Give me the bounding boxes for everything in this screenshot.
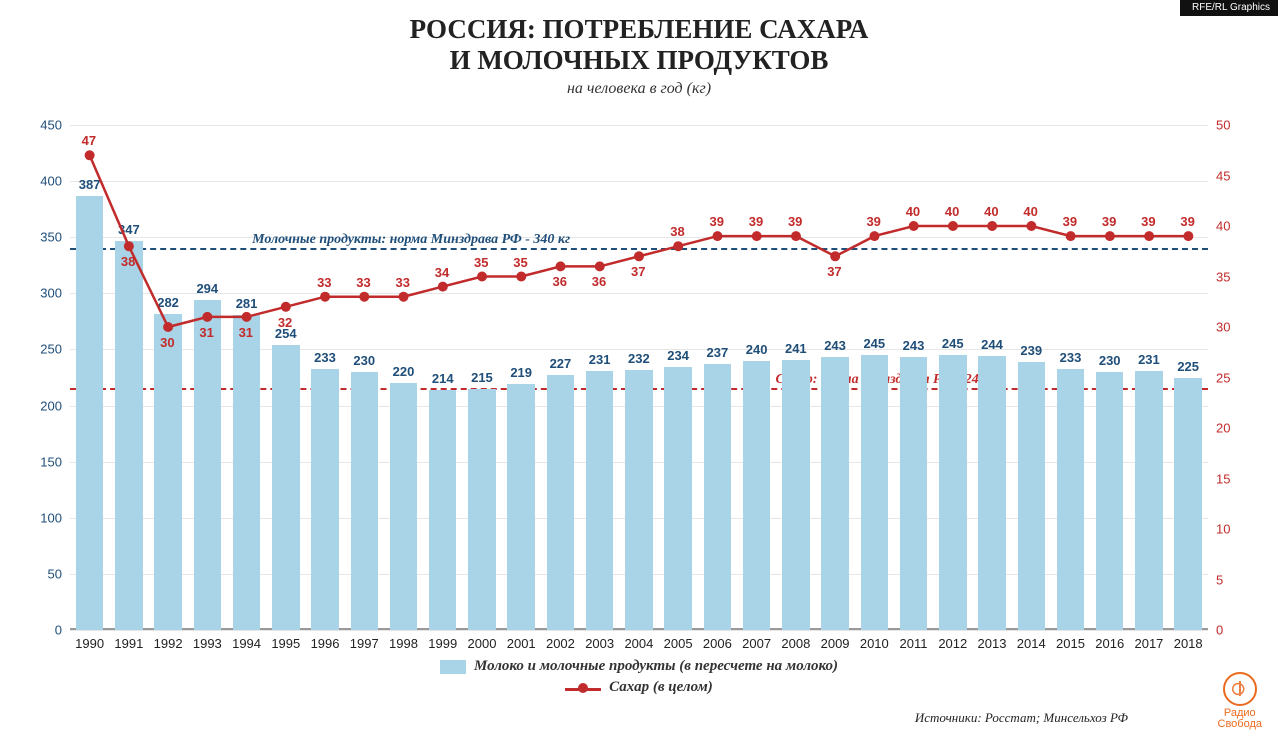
line-value-label: 33 [356, 275, 370, 290]
x-axis-label: 1992 [148, 630, 187, 651]
x-axis-label: 2003 [580, 630, 619, 651]
y-left-tick: 300 [40, 286, 70, 301]
x-axis-label: 2018 [1169, 630, 1208, 651]
line-value-label: 30 [160, 335, 174, 350]
source-badge: RFE/RL Graphics [1180, 0, 1278, 16]
x-axis-label: 1996 [305, 630, 344, 651]
line-value-label: 39 [1063, 214, 1077, 229]
title-line-1: РОССИЯ: ПОТРЕБЛЕНИЕ САХАРА [0, 14, 1278, 45]
y-left-tick: 450 [40, 118, 70, 133]
line-value-label: 38 [670, 224, 684, 239]
y-left-tick: 250 [40, 342, 70, 357]
y-right-tick: 30 [1208, 320, 1230, 335]
x-axis-label: 1997 [345, 630, 384, 651]
brand-line-2: Свобода [1218, 719, 1263, 730]
legend: Молоко и молочные продукты (в пересчете … [0, 658, 1278, 700]
x-axis-label: 2012 [933, 630, 972, 651]
line-value-label: 33 [317, 275, 331, 290]
line-value-label: 34 [435, 265, 449, 280]
x-axis-label: 2009 [815, 630, 854, 651]
x-axis-label: 1994 [227, 630, 266, 651]
x-axis-label: 2016 [1090, 630, 1129, 651]
y-right-tick: 0 [1208, 623, 1223, 638]
y-right-tick: 40 [1208, 219, 1230, 234]
line-value-label: 40 [906, 204, 920, 219]
legend-line-swatch [565, 683, 601, 693]
x-axis-label: 2017 [1129, 630, 1168, 651]
y-right-tick: 20 [1208, 421, 1230, 436]
x-axis-label: 2005 [659, 630, 698, 651]
y-right-tick: 5 [1208, 572, 1223, 587]
line-value-label: 39 [1141, 214, 1155, 229]
y-right-tick: 15 [1208, 471, 1230, 486]
legend-bar-label: Молоко и молочные продукты (в пересчете … [474, 658, 838, 675]
x-axis-label: 2013 [972, 630, 1011, 651]
line-value-label: 35 [513, 255, 527, 270]
title-block: РОССИЯ: ПОТРЕБЛЕНИЕ САХАРА И МОЛОЧНЫХ ПР… [0, 0, 1278, 98]
y-left-tick: 0 [55, 623, 70, 638]
y-left-tick: 150 [40, 454, 70, 469]
line-value-label: 33 [396, 275, 410, 290]
x-axis-label: 2001 [502, 630, 541, 651]
line-value-label: 36 [553, 274, 567, 289]
x-axis-label: 2011 [894, 630, 933, 651]
line-value-label: 38 [121, 254, 135, 269]
x-axis-label: 2015 [1051, 630, 1090, 651]
line-value-label: 39 [788, 214, 802, 229]
line-value-label: 31 [199, 325, 213, 340]
line-value-label: 40 [984, 204, 998, 219]
legend-line: Сахар (в целом) [565, 679, 713, 696]
line-value-label: 40 [945, 204, 959, 219]
line-value-label: 47 [82, 133, 96, 148]
legend-bar: Молоко и молочные продукты (в пересчете … [440, 658, 838, 675]
line-value-label: 37 [631, 264, 645, 279]
x-axis-label: 1998 [384, 630, 423, 651]
x-axis-label: 1993 [188, 630, 227, 651]
title-line-2: И МОЛОЧНЫХ ПРОДУКТОВ [0, 45, 1278, 76]
x-axis-label: 1990 [70, 630, 109, 651]
brand-logo: Радио Свобода [1218, 672, 1263, 730]
line-value-label: 36 [592, 274, 606, 289]
y-right-tick: 25 [1208, 370, 1230, 385]
chart-area: 0501001502002503003504004500510152025303… [70, 125, 1208, 630]
y-left-tick: 350 [40, 230, 70, 245]
line-value-label: 40 [1023, 204, 1037, 219]
x-axis-label: 2006 [698, 630, 737, 651]
x-axis-label: 2014 [1012, 630, 1051, 651]
y-left-tick: 100 [40, 510, 70, 525]
chart-page: { "topbar": "RFE/RL Graphics", "title_li… [0, 0, 1278, 740]
y-left-tick: 50 [48, 566, 70, 581]
x-axis-label: 2008 [776, 630, 815, 651]
line-value-label: 39 [866, 214, 880, 229]
radio-svoboda-icon [1223, 672, 1257, 706]
line-value-label: 39 [709, 214, 723, 229]
sources: Источники: Росстат; Минсельхоз РФ [915, 710, 1128, 726]
x-axis-label: 2000 [462, 630, 501, 651]
line-series [70, 125, 1208, 630]
y-left-tick: 200 [40, 398, 70, 413]
x-axis-label: 2004 [619, 630, 658, 651]
line-value-label: 39 [749, 214, 763, 229]
x-axis-label: 2007 [737, 630, 776, 651]
x-axis-label: 1991 [109, 630, 148, 651]
x-axis-label: 1999 [423, 630, 462, 651]
legend-line-label: Сахар (в целом) [609, 679, 713, 696]
y-right-tick: 35 [1208, 269, 1230, 284]
subtitle: на человека в год (кг) [0, 80, 1278, 98]
y-left-tick: 400 [40, 174, 70, 189]
legend-bar-swatch [440, 660, 466, 674]
line-value-label: 39 [1102, 214, 1116, 229]
y-right-tick: 45 [1208, 168, 1230, 183]
y-right-tick: 50 [1208, 118, 1230, 133]
line-value-label: 35 [474, 255, 488, 270]
x-axis-label: 2002 [541, 630, 580, 651]
line-value-label: 32 [278, 315, 292, 330]
x-axis-label: 2010 [855, 630, 894, 651]
y-right-tick: 10 [1208, 522, 1230, 537]
line-value-label: 37 [827, 264, 841, 279]
line-value-label: 39 [1180, 214, 1194, 229]
line-value-label: 31 [239, 325, 253, 340]
x-axis-label: 1995 [266, 630, 305, 651]
